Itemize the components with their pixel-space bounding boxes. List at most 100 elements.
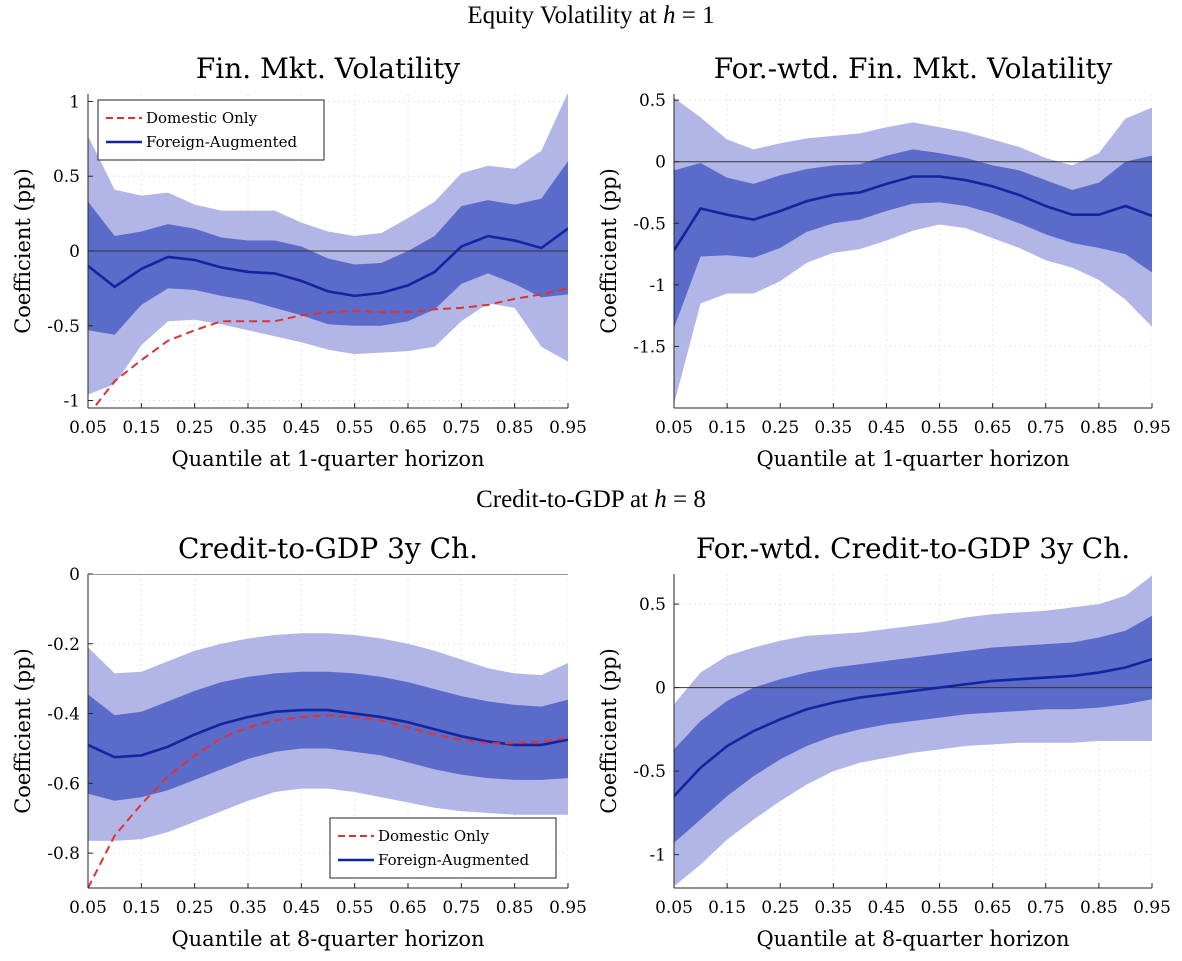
legend: Domestic Only Foreign-Augmented [329, 817, 557, 879]
x-axis-label: Quantile at 1-quarter horizon [171, 447, 484, 471]
legend-box [329, 817, 557, 879]
y-tick-label: -0.8 [47, 844, 80, 864]
x-tick-label: 0.55 [336, 898, 374, 918]
section-title-equity: Equity Volatility at h = 1 [0, 2, 1182, 30]
section-title-math: h [654, 486, 667, 513]
x-tick-label: 0.15 [708, 418, 746, 438]
x-tick-label: 0.35 [229, 898, 267, 918]
legend-entry: Domestic Only [378, 827, 490, 845]
plot-area [674, 574, 1152, 888]
x-tick-label: 0.75 [442, 898, 480, 918]
chart-title: For.-wtd. Fin. Mkt. Volatility [714, 52, 1113, 85]
y-tick-label: 0 [655, 153, 666, 173]
x-tick-label: 0.45 [282, 418, 320, 438]
x-tick-label: 0.95 [549, 418, 587, 438]
x-tick-label: 0.75 [442, 418, 480, 438]
foreign-augmented-line [674, 657, 1152, 798]
section-title-suffix: = 1 [675, 2, 715, 29]
x-tick-label: 0.55 [336, 418, 374, 438]
x-tick-label: 0.35 [814, 418, 852, 438]
y-tick-label: 1 [69, 92, 80, 112]
chart-title: For.-wtd. Credit-to-GDP 3y Ch. [696, 532, 1130, 565]
x-tick-label: 0.25 [761, 898, 799, 918]
section-title-math: h [663, 2, 676, 29]
x-tick-label: 0.35 [814, 898, 852, 918]
x-axis-label: Quantile at 8-quarter horizon [756, 927, 1069, 951]
y-tick-label: -1 [649, 276, 666, 296]
inner-confidence-band [88, 671, 568, 801]
x-tick-label: 0.85 [496, 418, 534, 438]
plot-area [88, 574, 568, 888]
chart-panel-1: 0.05 0.15 0.25 0.35 0.45 0.55 0.65 0.75 0.85 0.95… [11, 52, 587, 471]
x-tick-label: 0.75 [1027, 898, 1065, 918]
x-tick-label: 0.65 [389, 418, 427, 438]
x-tick-label: 0.35 [229, 418, 267, 438]
y-tick-label: 0 [655, 679, 666, 699]
legend-entry: Foreign-Augmented [146, 133, 298, 151]
foreign-augmented-line [88, 708, 568, 759]
inner-confidence-band [674, 615, 1152, 843]
y-axis-label: Coefficient (pp) [597, 648, 621, 814]
x-tick-label: 0.95 [1133, 418, 1171, 438]
x-tick-label: 0.65 [974, 898, 1012, 918]
chart-panel-3: 0.05 0.15 0.25 0.35 0.45 0.55 0.65 0.75 0.85 0.95… [11, 532, 587, 951]
x-tick-label: 0.95 [1133, 898, 1171, 918]
section-title-text: Equity Volatility at [467, 2, 663, 29]
legend: Domestic Only Foreign-Augmented [97, 99, 325, 161]
y-tick-label: 0 [69, 565, 80, 585]
x-tick-label: 0.25 [761, 418, 799, 438]
chart-title: Fin. Mkt. Volatility [196, 52, 460, 85]
legend-entry: Foreign-Augmented [378, 851, 530, 869]
y-tick-label: -1.5 [633, 337, 666, 357]
y-axis-label: Coefficient (pp) [597, 168, 621, 334]
x-tick-label: 0.15 [122, 418, 160, 438]
x-tick-label: 0.85 [496, 898, 534, 918]
y-tick-label: -1 [649, 846, 666, 866]
x-tick-label: 0.45 [868, 898, 906, 918]
x-tick-label: 0.45 [282, 898, 320, 918]
inner-confidence-band [674, 149, 1152, 328]
x-tick-label: 0.05 [655, 418, 693, 438]
outer-confidence-band [88, 94, 568, 395]
y-tick-label: -0.4 [47, 705, 80, 725]
foreign-augmented-line [88, 227, 568, 298]
section-title-suffix: = 8 [666, 486, 706, 513]
plot-area [88, 94, 568, 408]
x-tick-label: 0.65 [974, 418, 1012, 438]
legend-entry: Domestic Only [146, 109, 258, 127]
y-tick-label: -0.2 [47, 635, 80, 655]
x-tick-label: 0.95 [549, 898, 587, 918]
domestic-only-line [88, 714, 568, 888]
x-tick-label: 0.85 [1080, 898, 1118, 918]
x-tick-label: 0.25 [176, 418, 214, 438]
x-axis-label: Quantile at 8-quarter horizon [171, 927, 484, 951]
y-tick-label: 0.5 [639, 595, 666, 615]
x-tick-label: 0.55 [921, 418, 959, 438]
chart-panel-2: 0.05 0.15 0.25 0.35 0.45 0.55 0.65 0.75 0.85 0.95… [597, 52, 1171, 471]
x-tick-label: 0.05 [69, 418, 107, 438]
x-tick-label: 0.05 [655, 898, 693, 918]
x-tick-label: 0.05 [69, 898, 107, 918]
legend-box [97, 99, 325, 161]
x-axis-label: Quantile at 1-quarter horizon [756, 447, 1069, 471]
chart-title: Credit-to-GDP 3y Ch. [178, 532, 478, 565]
x-tick-label: 0.15 [122, 898, 160, 918]
y-tick-label: -0.5 [47, 317, 80, 337]
y-tick-label: 0.5 [53, 167, 80, 187]
y-tick-label: -1 [63, 392, 80, 412]
y-tick-label: 0 [69, 242, 80, 262]
chart-panel-4: 0.05 0.15 0.25 0.35 0.45 0.55 0.65 0.75 0.85 0.95… [597, 532, 1171, 951]
plot-area [674, 94, 1152, 408]
x-tick-label: 0.15 [708, 898, 746, 918]
x-tick-label: 0.85 [1080, 418, 1118, 438]
x-tick-label: 0.25 [176, 898, 214, 918]
foreign-augmented-line [674, 175, 1152, 252]
y-tick-label: 0.5 [639, 91, 666, 111]
x-tick-label: 0.45 [868, 418, 906, 438]
x-tick-label: 0.65 [389, 898, 427, 918]
y-axis-label: Coefficient (pp) [11, 168, 35, 334]
section-title-credit: Credit-to-GDP at h = 8 [0, 486, 1182, 514]
x-tick-label: 0.55 [921, 898, 959, 918]
section-title-text: Credit-to-GDP at [476, 486, 655, 513]
